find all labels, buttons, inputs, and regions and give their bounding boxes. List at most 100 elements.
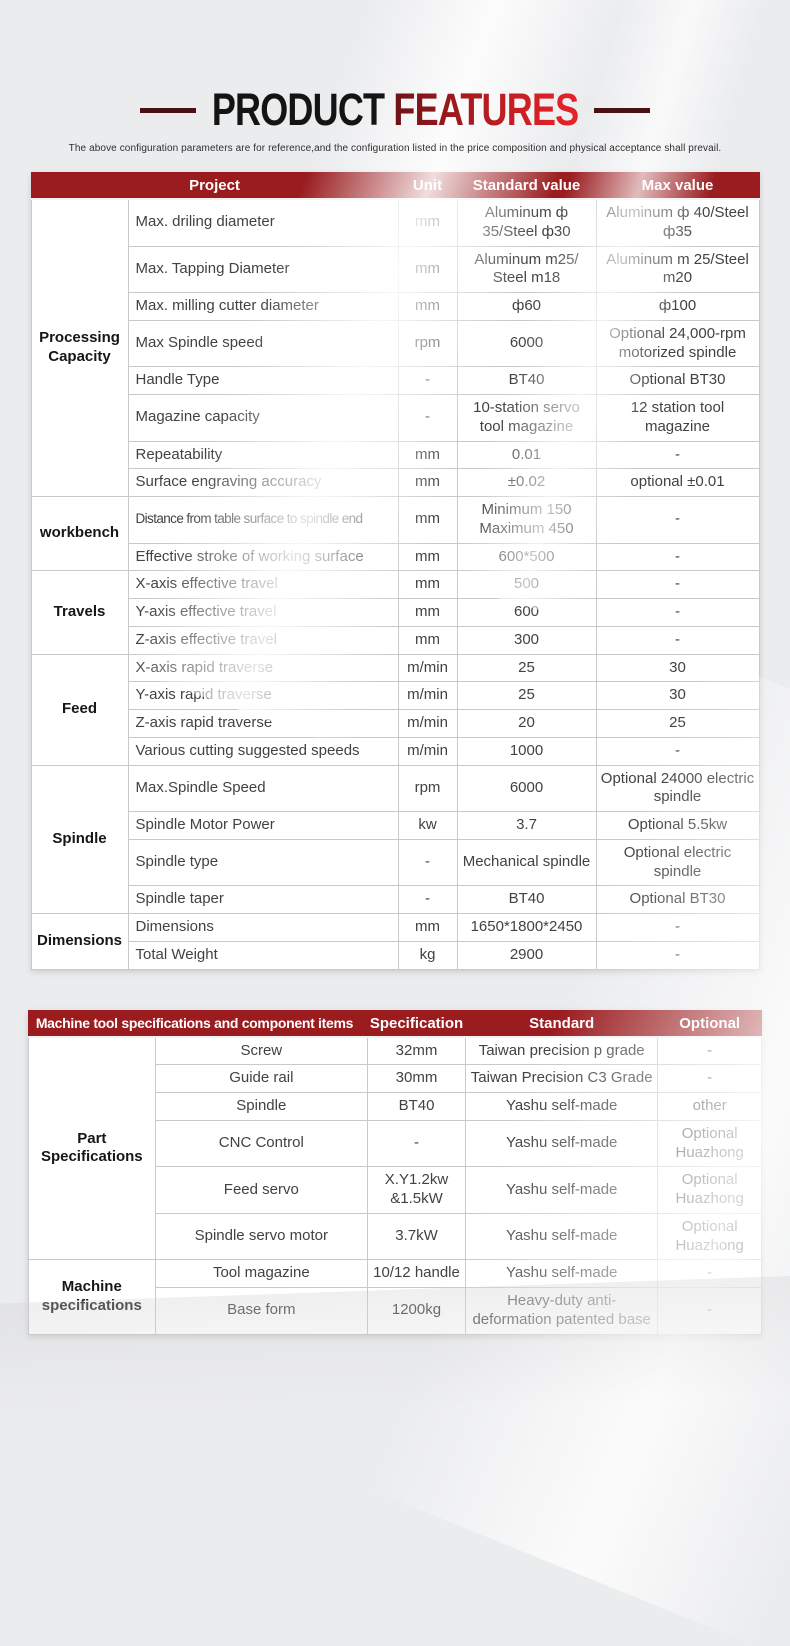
- table-row: Y-axis effective travel mm 600-: [31, 598, 760, 627]
- table-row: Max Spindle speed rpm 6000 Optional 24,000-…: [31, 319, 760, 368]
- table-row: Various cutting suggested speeds m/min 100…: [31, 736, 760, 766]
- project-cell: Z-axis rapid traverse: [127, 709, 399, 738]
- standard-cell: 6000: [456, 764, 597, 812]
- max-cell: 12 station tool magazine: [595, 394, 760, 442]
- max-cell: Aluminum m 25/Steel m20: [595, 245, 760, 293]
- max-cell: -: [595, 496, 760, 544]
- max-cell: -: [595, 625, 760, 655]
- component-table-header-row: Machine tool specifications and componen…: [27, 1009, 763, 1038]
- unit-cell: mm: [397, 625, 458, 655]
- standard-cell: 0.01: [456, 440, 597, 470]
- unit-cell: mm: [397, 598, 458, 627]
- disclaimer-text: The above configuration parameters are f…: [68, 143, 722, 154]
- table-row: Repeatability mm 0.01-: [31, 440, 760, 470]
- category-cell: Feed: [30, 653, 129, 766]
- project-cell: Repeatability: [127, 440, 399, 470]
- project-cell: X-axis effective travel: [127, 570, 399, 599]
- standard-cell: 2900: [456, 940, 597, 970]
- max-cell: -: [595, 913, 760, 942]
- component-header-items: Machine tool specifications and componen…: [27, 1009, 368, 1038]
- standard-cell: 25: [456, 681, 597, 710]
- unit-cell: mm: [397, 496, 458, 544]
- spec-cell: 30mm: [366, 1064, 467, 1093]
- project-cell: Dimensions: [127, 913, 399, 942]
- unit-cell: mm: [397, 198, 458, 247]
- table-row: Spindle Motor Power kw 3.7 Optional 5.5kw: [31, 811, 760, 840]
- project-cell: Magazine capacity: [127, 394, 399, 442]
- component-header-standard: Standard: [465, 1009, 659, 1038]
- table-row: Y-axis rapid traverse m/min 25 30: [31, 681, 760, 710]
- optional-cell: other: [657, 1092, 763, 1121]
- component-header-specification: Specification: [366, 1009, 467, 1038]
- max-cell: -: [595, 736, 760, 766]
- standard-cell: Yashu self-made: [465, 1212, 659, 1261]
- max-cell: Optional 24,000-rpm motorized spindle: [595, 319, 760, 368]
- title-word-product: PRODUCT: [211, 84, 385, 135]
- table-row: Effective stroke of working surface mm 600…: [31, 542, 760, 572]
- table-row: Processing Capacity Max. driling diameter…: [30, 198, 760, 497]
- spec-header-project: Project: [30, 172, 399, 200]
- table-row: Total Weight kg 2900-: [31, 940, 760, 970]
- category-cell: Machine specifications: [27, 1259, 156, 1335]
- max-cell: -: [595, 542, 760, 572]
- project-cell: Max. driling diameter: [127, 198, 399, 247]
- standard-cell: Mechanical spindle: [456, 838, 597, 887]
- spec-cell: 3.7kW: [366, 1212, 467, 1261]
- project-cell: Y-axis effective travel: [127, 598, 399, 627]
- page-title: PRODUCT FEATURES: [0, 84, 790, 136]
- category-cell: Part Specifications: [27, 1035, 156, 1261]
- standard-cell: BT40: [456, 366, 597, 395]
- unit-cell: kw: [397, 811, 458, 840]
- project-cell: Max. milling cutter diameter: [127, 292, 399, 321]
- standard-cell: 6000: [456, 319, 597, 368]
- table-row: Max. Tapping Diameter mm Aluminum m25/ Ste…: [31, 245, 760, 293]
- page-header: PRODUCT FEATURES The above configuration…: [0, 0, 790, 154]
- unit-cell: m/min: [397, 681, 458, 710]
- max-cell: -: [595, 440, 760, 470]
- max-cell: -: [595, 570, 760, 599]
- max-cell: 25: [595, 709, 760, 738]
- table-row: Dimensions Dimensions mm 1650*1800*2450-: [30, 913, 760, 970]
- max-cell: Aluminum ф 40/Steel ф35: [595, 198, 760, 247]
- standard-cell: Yashu self-made: [465, 1166, 659, 1214]
- spec-table-header-row: Project Unit Standard value Max value: [30, 172, 760, 200]
- optional-cell: Optional Huazhong: [657, 1212, 763, 1261]
- title-dash-left: [139, 107, 196, 113]
- project-cell: Spindle taper: [127, 885, 399, 914]
- item-cell: Base form: [154, 1287, 368, 1335]
- spec-cell: BT40: [366, 1092, 467, 1121]
- table-row: Travels X-axis effective travel mm 500-: [30, 570, 760, 655]
- unit-cell: -: [397, 885, 458, 914]
- unit-cell: kg: [397, 940, 458, 970]
- unit-cell: rpm: [397, 764, 458, 812]
- category-cell: Travels: [30, 570, 129, 655]
- unit-cell: -: [397, 838, 458, 887]
- standard-cell: 3.7: [456, 811, 597, 840]
- max-cell: -: [595, 598, 760, 627]
- max-cell: Optional BT30: [595, 885, 760, 914]
- table-row: Surface engraving accuracy mm ±0.02 optiona…: [31, 468, 760, 497]
- table-row: Spindle Max.Spindle Speed rpm 6000 Optional …: [30, 764, 760, 914]
- unit-cell: m/min: [397, 653, 458, 683]
- unit-cell: mm: [397, 570, 458, 599]
- item-cell: Screw: [154, 1035, 368, 1066]
- standard-cell: 500: [456, 570, 597, 599]
- table-row: Feed X-axis rapid traverse m/min 25 30: [30, 653, 760, 766]
- item-cell: CNC Control: [154, 1119, 368, 1168]
- component-table: Machine tool specifications and componen…: [27, 1009, 763, 1335]
- spec-cell: -: [366, 1119, 467, 1168]
- optional-cell: -: [657, 1035, 763, 1066]
- unit-cell: mm: [397, 913, 458, 942]
- optional-cell: Optional Huazhong: [657, 1119, 763, 1168]
- standard-cell: Aluminum m25/ Steel m18: [456, 245, 597, 293]
- unit-cell: mm: [397, 440, 458, 470]
- table-row: Magazine capacity -10-station servo tool …: [31, 394, 760, 442]
- title-dash-right: [594, 107, 651, 113]
- spec-header-max-value: Max value: [595, 172, 760, 200]
- max-cell: -: [595, 940, 760, 970]
- table-row: Machine specifications Tool magazine 10/12…: [27, 1259, 763, 1335]
- standard-cell: 600*500: [456, 542, 597, 572]
- project-cell: Spindle type: [127, 838, 399, 887]
- max-cell: Optional 24000 electric spindle: [595, 764, 760, 812]
- standard-cell: 600: [456, 598, 597, 627]
